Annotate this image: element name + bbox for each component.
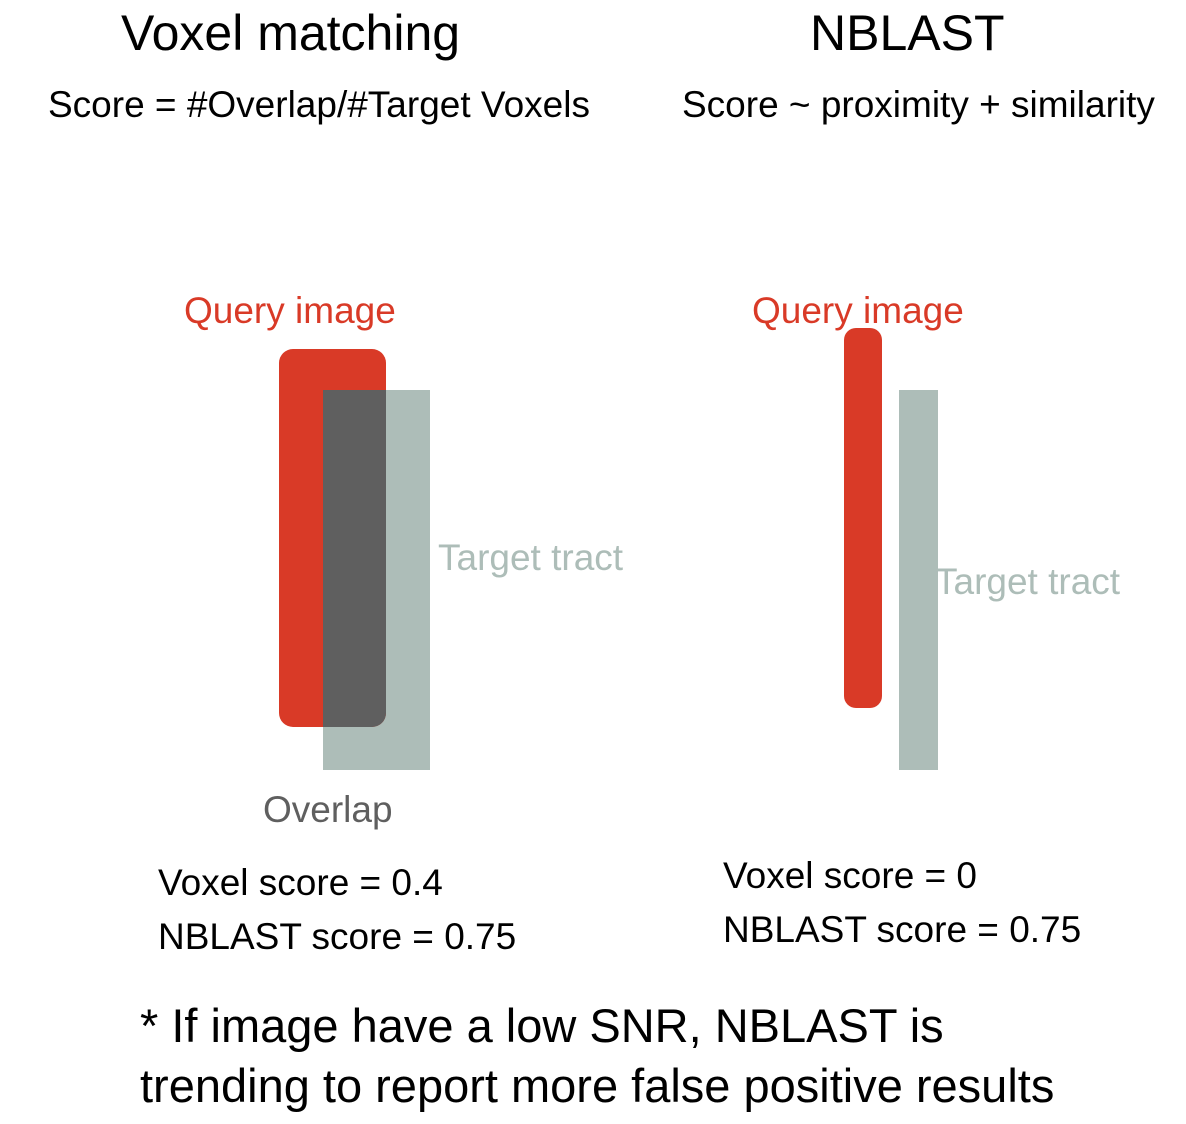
- right-nblast-score: NBLAST score = 0.75: [723, 909, 1082, 950]
- right-target-label: Target tract: [935, 561, 1121, 602]
- voxel-matching-title: Voxel matching: [121, 5, 461, 61]
- right-target-tract-bar: [899, 390, 938, 770]
- footnote-line-2: trending to report more false positive r…: [140, 1059, 1055, 1112]
- nblast-formula: Score ~ proximity + similarity: [682, 84, 1155, 125]
- left-target-label: Target tract: [438, 537, 624, 578]
- right-query-image-bar: [844, 328, 882, 708]
- left-voxel-score: Voxel score = 0.4: [158, 862, 443, 903]
- nblast-title: NBLAST: [810, 5, 1005, 61]
- right-voxel-score: Voxel score = 0: [723, 855, 978, 896]
- left-nblast-score: NBLAST score = 0.75: [158, 916, 517, 957]
- voxel-matching-formula: Score = #Overlap/#Target Voxels: [48, 84, 590, 125]
- left-query-label: Query image: [184, 290, 396, 331]
- footnote-line-1: * If image have a low SNR, NBLAST is: [140, 999, 944, 1052]
- overlap-label: Overlap: [263, 789, 393, 830]
- right-query-label: Query image: [752, 290, 964, 331]
- overlap-region: [323, 390, 386, 727]
